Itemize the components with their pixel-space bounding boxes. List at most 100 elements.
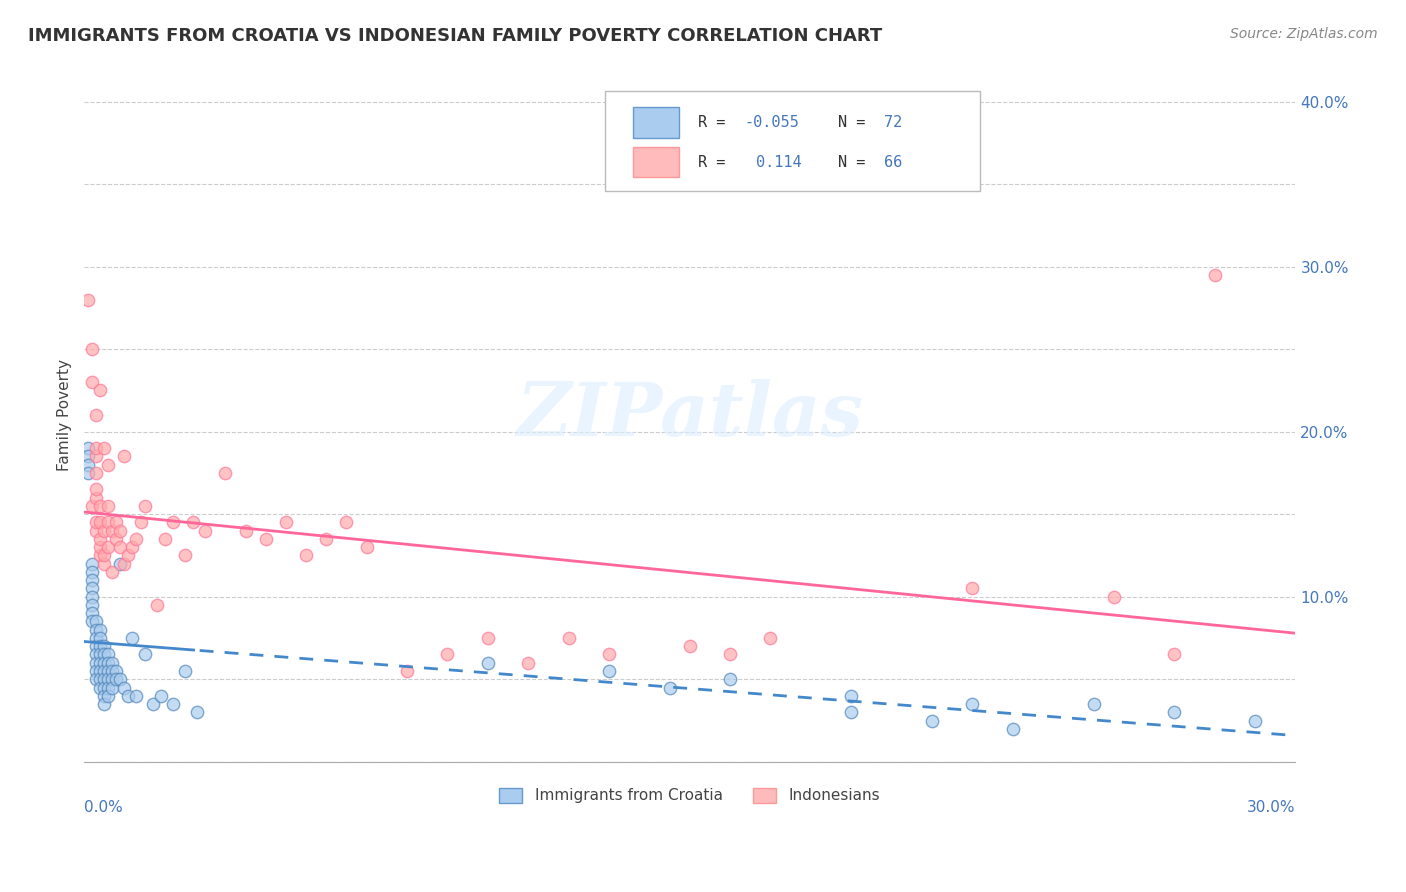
Point — [97, 540, 120, 554]
Text: 72: 72 — [883, 115, 901, 130]
Point — [97, 689, 120, 703]
Point — [97, 499, 120, 513]
Point — [93, 524, 115, 538]
Point — [356, 540, 378, 554]
Text: IMMIGRANTS FROM CROATIA VS INDONESIAN FAMILY POVERTY CORRELATION CHART: IMMIGRANTS FROM CROATIA VS INDONESIAN FA… — [28, 27, 883, 45]
Point — [77, 293, 100, 307]
Point — [101, 565, 124, 579]
Point — [89, 516, 111, 530]
Point — [1163, 706, 1185, 720]
Point — [598, 664, 620, 678]
Point — [93, 557, 115, 571]
Point — [93, 697, 115, 711]
Point — [77, 441, 100, 455]
Point — [110, 524, 132, 538]
Point — [117, 549, 139, 563]
Point — [254, 532, 277, 546]
Point — [80, 598, 103, 612]
Point — [1083, 697, 1105, 711]
Point — [97, 516, 120, 530]
Point — [89, 681, 111, 695]
Point — [80, 499, 103, 513]
Point — [679, 639, 702, 653]
Point — [89, 664, 111, 678]
Point — [1001, 722, 1024, 736]
Point — [162, 516, 184, 530]
Point — [93, 656, 115, 670]
Point — [214, 466, 236, 480]
Point — [142, 697, 165, 711]
Point — [153, 532, 176, 546]
Point — [89, 499, 111, 513]
Point — [174, 549, 197, 563]
Point — [80, 342, 103, 356]
Point — [110, 540, 132, 554]
Y-axis label: Family Poverty: Family Poverty — [58, 359, 72, 471]
Point — [101, 681, 124, 695]
Point — [121, 540, 143, 554]
Point — [134, 648, 156, 662]
Point — [93, 639, 115, 653]
Text: 0.0%: 0.0% — [84, 800, 122, 815]
Point — [101, 656, 124, 670]
Point — [97, 681, 120, 695]
Point — [93, 689, 115, 703]
Point — [84, 672, 107, 686]
Point — [598, 648, 620, 662]
Bar — [633, 147, 679, 178]
Point — [93, 664, 115, 678]
Point — [80, 606, 103, 620]
Point — [93, 681, 115, 695]
Point — [80, 557, 103, 571]
Point — [84, 631, 107, 645]
Point — [295, 549, 318, 563]
Point — [1244, 714, 1267, 728]
Point — [80, 582, 103, 596]
Point — [89, 623, 111, 637]
Point — [89, 532, 111, 546]
Point — [517, 656, 540, 670]
Point — [80, 615, 103, 629]
Point — [84, 491, 107, 505]
Point — [921, 714, 943, 728]
Point — [89, 540, 111, 554]
Point — [84, 441, 107, 455]
Point — [101, 664, 124, 678]
Point — [101, 672, 124, 686]
Point — [274, 516, 297, 530]
Point — [658, 681, 681, 695]
Point — [121, 631, 143, 645]
Point — [718, 672, 741, 686]
Text: R =: R = — [699, 115, 735, 130]
Point — [84, 623, 107, 637]
Point — [1163, 648, 1185, 662]
Point — [89, 639, 111, 653]
Legend: Immigrants from Croatia, Indonesians: Immigrants from Croatia, Indonesians — [494, 781, 886, 810]
Point — [84, 648, 107, 662]
Point — [84, 466, 107, 480]
Point — [105, 532, 128, 546]
Point — [145, 598, 167, 612]
Point — [97, 656, 120, 670]
Point — [93, 648, 115, 662]
Point — [112, 450, 135, 464]
Point — [436, 648, 458, 662]
FancyBboxPatch shape — [605, 91, 980, 191]
Point — [181, 516, 204, 530]
Point — [89, 631, 111, 645]
Text: -0.055: -0.055 — [744, 115, 799, 130]
Point — [84, 615, 107, 629]
Point — [89, 648, 111, 662]
Point — [84, 483, 107, 497]
Point — [194, 524, 217, 538]
Point — [97, 648, 120, 662]
Point — [1102, 590, 1125, 604]
Point — [84, 664, 107, 678]
Point — [110, 672, 132, 686]
Point — [477, 656, 499, 670]
Text: N =: N = — [838, 115, 875, 130]
Point — [839, 689, 862, 703]
Point — [93, 672, 115, 686]
Point — [80, 573, 103, 587]
Point — [77, 450, 100, 464]
